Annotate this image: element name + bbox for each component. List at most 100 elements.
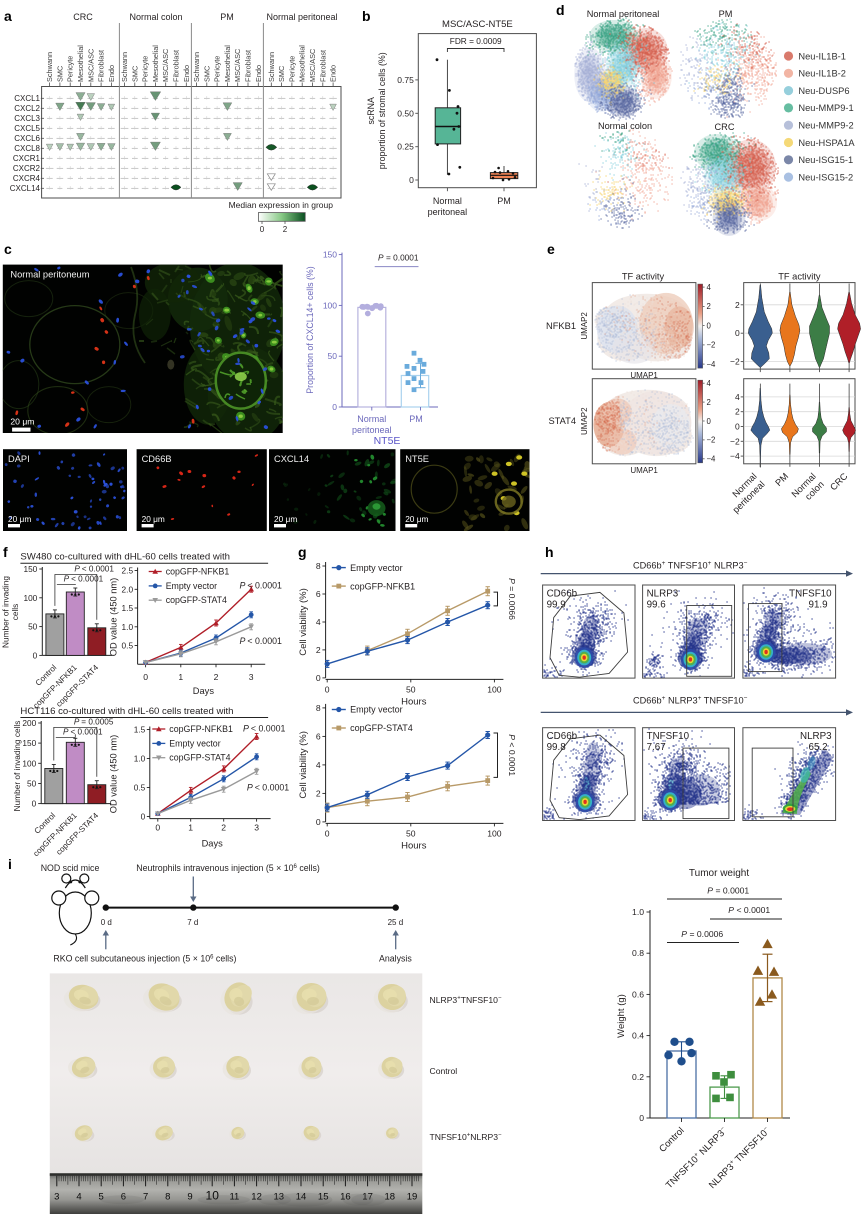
svg-text:UMAP1: UMAP1 [630, 371, 658, 380]
svg-text:copGFP-NFKB1: copGFP-NFKB1 [166, 567, 230, 577]
svg-text:1: 1 [188, 823, 193, 833]
svg-text:8: 8 [165, 1191, 170, 1202]
svg-text:a: a [4, 8, 12, 24]
svg-text:DAPI: DAPI [8, 454, 30, 464]
svg-text:MSC/ASC: MSC/ASC [86, 49, 95, 82]
svg-text:Neu-MMP9-1: Neu-MMP9-1 [798, 103, 853, 113]
svg-text:2: 2 [214, 672, 219, 682]
svg-text:0: 0 [316, 673, 321, 683]
svg-text:CD66b: CD66b [547, 731, 578, 742]
svg-text:NT5E: NT5E [405, 454, 429, 464]
svg-text:Neutrophils intravenous inject: Neutrophils intravenous injection (5 × 1… [136, 863, 320, 873]
svg-text:−2: −2 [730, 357, 740, 367]
svg-text:7.67: 7.67 [647, 742, 666, 753]
svg-text:3: 3 [254, 823, 259, 833]
svg-text:NLRP3: NLRP3 [647, 589, 679, 600]
svg-text:0.4: 0.4 [632, 1031, 644, 1041]
svg-text:peritoneal: peritoneal [428, 207, 468, 217]
svg-text:CRC: CRC [828, 471, 850, 493]
svg-text:OD value (450 nm): OD value (450 nm) [109, 578, 119, 657]
svg-text:Pericyte: Pericyte [287, 56, 296, 82]
svg-text:CXCR2: CXCR2 [13, 164, 41, 173]
svg-text:5: 5 [99, 1191, 104, 1202]
svg-text:NOD scid mice: NOD scid mice [41, 863, 100, 873]
svg-text:CXCL14: CXCL14 [10, 184, 41, 193]
svg-text:PM: PM [497, 196, 511, 206]
svg-text:Neu-ISG15-1: Neu-ISG15-1 [798, 155, 853, 165]
svg-text:0.50: 0.50 [397, 108, 414, 118]
svg-text:Pericyte: Pericyte [141, 56, 150, 82]
svg-text:19: 19 [407, 1191, 418, 1202]
svg-text:SMC: SMC [277, 66, 286, 82]
svg-text:UMAP2: UMAP2 [580, 407, 589, 435]
svg-text:−4: −4 [707, 360, 717, 369]
svg-text:3: 3 [54, 1191, 59, 1202]
svg-text:9: 9 [187, 1191, 192, 1202]
svg-text:0: 0 [409, 175, 414, 185]
svg-text:0: 0 [260, 225, 265, 234]
svg-text:0.2: 0.2 [632, 1072, 644, 1082]
svg-text:99.6: 99.6 [647, 600, 667, 611]
svg-text:Control: Control [657, 1125, 686, 1154]
svg-text:NLRP3+TNFSF10−: NLRP3+TNFSF10− [430, 995, 502, 1005]
svg-text:10: 10 [206, 1188, 220, 1202]
svg-text:cells: cells [10, 604, 20, 621]
svg-text:1.0: 1.0 [134, 754, 146, 764]
svg-text:P: P [378, 252, 384, 262]
svg-text:CXCL2: CXCL2 [14, 104, 40, 113]
svg-text:0: 0 [155, 823, 160, 833]
svg-text:4: 4 [316, 760, 321, 770]
svg-text:Control: Control [430, 1066, 458, 1076]
svg-text:P: P [63, 727, 69, 736]
svg-text:SMC: SMC [55, 66, 64, 82]
svg-text:TNFSF10+NLRP3−: TNFSF10+NLRP3− [430, 1132, 502, 1142]
svg-text:Mesothelial: Mesothelial [223, 45, 232, 82]
svg-text:100: 100 [22, 758, 36, 768]
svg-text:18: 18 [385, 1191, 396, 1202]
svg-text:Fibroblast: Fibroblast [318, 50, 327, 82]
svg-text:Schwann: Schwann [192, 52, 201, 82]
svg-text:Fibroblast: Fibroblast [97, 50, 106, 82]
svg-text:Endo: Endo [107, 65, 116, 82]
svg-text:20 μm: 20 μm [8, 514, 31, 524]
svg-text:0.25: 0.25 [397, 142, 414, 152]
svg-text:50: 50 [406, 828, 416, 838]
svg-text:PM: PM [220, 12, 234, 22]
svg-text:20 μm: 20 μm [405, 514, 428, 524]
svg-text:Mesothelial: Mesothelial [76, 45, 85, 82]
svg-text:−2: −2 [730, 436, 740, 446]
svg-text:copGFP-STAT4: copGFP-STAT4 [350, 723, 413, 733]
svg-text:0: 0 [33, 650, 38, 660]
svg-text:0: 0 [141, 812, 146, 822]
svg-text:1.5: 1.5 [122, 603, 134, 613]
svg-text:−2: −2 [707, 436, 716, 445]
svg-text:CD66b+ NLRP3+ TNFSF10−: CD66b+ NLRP3+ TNFSF10− [633, 695, 748, 706]
svg-text:SMC: SMC [130, 66, 139, 82]
svg-text:0: 0 [707, 417, 712, 426]
svg-text:P: P [728, 905, 734, 915]
svg-text:99.8: 99.8 [547, 742, 567, 753]
svg-text:Fibroblast: Fibroblast [244, 50, 253, 82]
svg-text:Normal peritoneal: Normal peritoneal [266, 12, 337, 22]
svg-text:SMC: SMC [202, 66, 211, 82]
svg-text:CXCL14: CXCL14 [274, 454, 309, 464]
svg-text:6: 6 [316, 589, 321, 599]
svg-text:HCT116 co-cultured with dHL-60: HCT116 co-cultured with dHL-60 cells tre… [20, 706, 233, 717]
svg-text:copGFP-STAT4: copGFP-STAT4 [166, 595, 227, 605]
svg-text:2.0: 2.0 [122, 584, 134, 594]
svg-text:−2: −2 [707, 341, 716, 350]
svg-text:Number of invading: Number of invading [1, 576, 11, 648]
svg-text:CRC: CRC [715, 122, 735, 132]
svg-text:< 0.0001: < 0.0001 [247, 580, 282, 590]
svg-text:0 d: 0 d [101, 918, 112, 927]
svg-text:Schwann: Schwann [45, 52, 54, 82]
svg-text:MSC/ASC-NT5E: MSC/ASC-NT5E [442, 19, 513, 30]
svg-text:0: 0 [735, 328, 740, 338]
svg-text:< 0.0001: < 0.0001 [71, 575, 104, 584]
svg-text:CXCL8: CXCL8 [14, 144, 40, 153]
svg-text:MSC/ASC: MSC/ASC [308, 49, 317, 82]
svg-text:OD value (450 nm): OD value (450 nm) [109, 735, 119, 814]
svg-text:TNFSF10: TNFSF10 [647, 731, 690, 742]
svg-text:200: 200 [22, 718, 36, 728]
svg-text:UMAP1: UMAP1 [630, 466, 658, 475]
